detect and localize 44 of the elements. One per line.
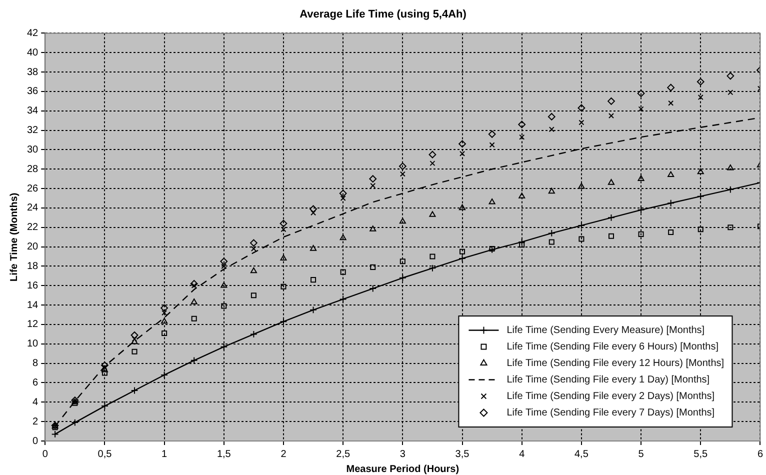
chart-title: Average Life Time (using 5,4Ah): [300, 8, 467, 21]
y-tick-label: 6: [32, 377, 39, 388]
y-tick-label: 30: [27, 144, 39, 156]
y-tick-label: 34: [27, 106, 39, 117]
y-tick-label: 16: [27, 280, 39, 292]
y-tick-label: 2: [32, 416, 39, 428]
x-tick-label: 3: [400, 448, 406, 460]
x-tick-label: 5: [638, 448, 644, 460]
x-tick-label: 0: [42, 448, 48, 460]
y-tick-label: 4: [32, 396, 39, 408]
y-tick-label: 24: [27, 202, 39, 214]
y-tick-label: 38: [27, 66, 39, 78]
y-tick-label: 18: [27, 260, 39, 272]
y-tick-label: 10: [27, 338, 39, 350]
y-tick-label: 32: [27, 125, 39, 136]
y-tick-label: 26: [27, 183, 39, 194]
legend-label: Life Time (Sending File every 7 Days) [Months]: [506, 408, 715, 418]
legend-label: Life Time (Sending File every 1 Day) [Months]: [506, 374, 710, 386]
x-tick-label: 1: [162, 448, 168, 460]
legend-label: Life Time (Sending Every Measure) [Months]: [506, 325, 705, 336]
x-tick-label: 4,5: [574, 448, 589, 460]
y-tick-label: 0: [32, 436, 39, 447]
y-tick-label: 40: [27, 47, 39, 58]
legend-label: Life Time (Sending File every 6 Hours) [Months]: [506, 342, 719, 352]
y-tick-label: 8: [32, 358, 39, 370]
y-tick-label: 42: [27, 28, 39, 39]
y-tick-label: 36: [27, 86, 39, 98]
y-tick-label: 22: [27, 222, 39, 234]
x-tick-label: 0,5: [98, 448, 112, 460]
x-tick-label: 3,5: [455, 448, 470, 460]
x-tick-label: 5,5: [694, 448, 708, 460]
x-tick-label: 1,5: [216, 448, 232, 460]
x-tick-label: 2: [280, 448, 287, 460]
x-tick-label: 6: [757, 448, 764, 460]
legend-label: Life Time (Sending File every 2 Days) [Months]: [506, 391, 715, 402]
x-tick-label: 2,5: [336, 448, 350, 460]
x-axis-title: Measure Period (Hours): [346, 464, 460, 475]
y-tick-label: 20: [27, 242, 39, 253]
x-tick-label: 4: [519, 448, 526, 460]
y-tick-label: 12: [27, 319, 39, 330]
legend-label: Life Time (Sending File every 12 Hours) [Months]: [506, 358, 724, 369]
y-tick-label: 14: [27, 300, 39, 311]
y-tick-label: 28: [27, 164, 39, 175]
y-axis-title: Life Time (Months): [8, 192, 20, 282]
